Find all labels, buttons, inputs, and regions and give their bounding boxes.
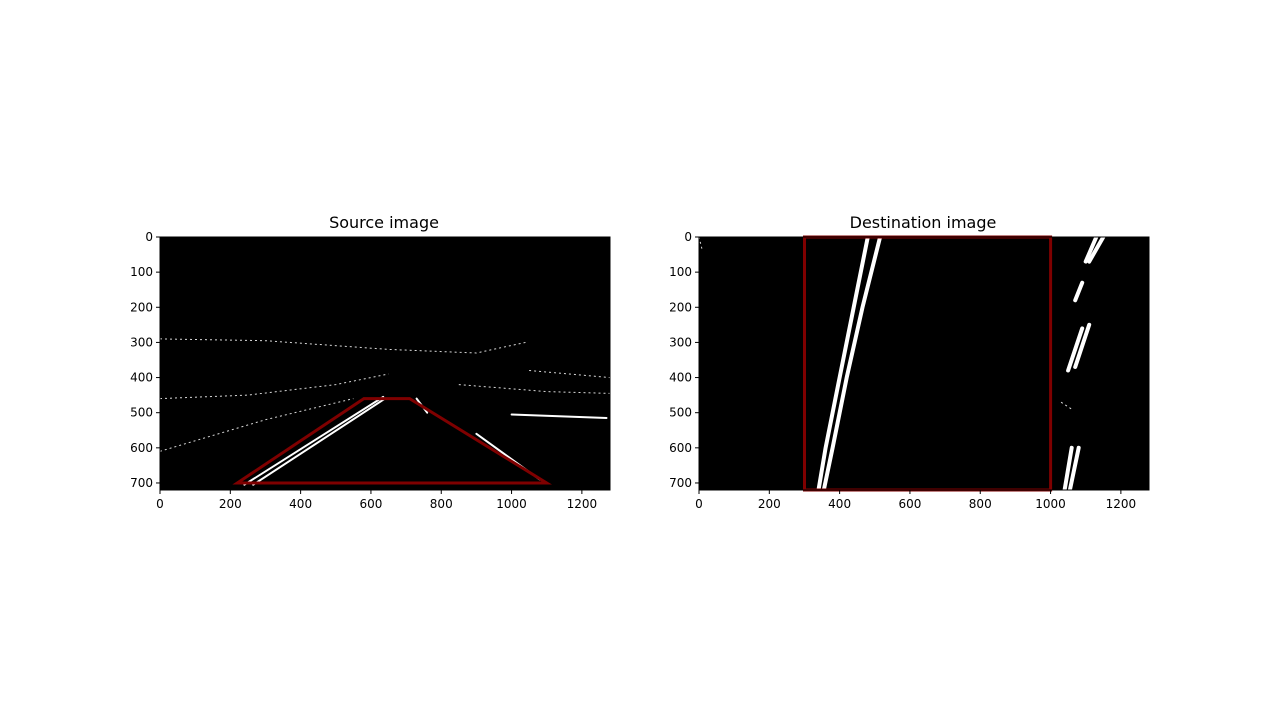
destination-y-tick-label: 300 [669,335,692,349]
destination-x-tick-label: 600 [898,497,921,511]
source-x-tick-label: 800 [430,497,453,511]
destination-edge-segment [1060,401,1072,410]
source-axes-frame [159,236,611,491]
source-y-tick-label: 0 [145,230,153,244]
destination-x-tick-label: 200 [758,497,781,511]
destination-x-tick-label: 0 [695,497,703,511]
destination-x-tick-label: 1000 [1035,497,1066,511]
destination-lane-line [816,235,870,492]
destination-y-tick-label: 600 [669,441,692,455]
source-image-area [160,237,610,490]
destination-y-tick-label: 700 [669,476,692,490]
source-x-tick-label: 1000 [496,497,527,511]
source-y-tick-label: 400 [130,371,153,385]
destination-lane-line [1066,326,1085,373]
source-y-tick-label: 300 [130,335,153,349]
destination-y-tick-label: 500 [669,406,692,420]
destination-lane-line [1087,235,1106,264]
source-edge-segment [529,370,611,379]
source-x-tick-label: 1200 [567,497,598,511]
destination-x-tick-label: 800 [969,497,992,511]
source-x-tick-label: 600 [359,497,382,511]
source-image-content [159,338,611,486]
source-ticks: 0 200 400 600 800 1000 1200 0 100 200 300 400 500 600… [130,230,597,511]
destination-lane-line [1073,322,1092,369]
destination-ticks: 0 200 400 600 800 1000 1200 0 100 200 300 400 500 600… [669,230,1136,511]
destination-image-area [699,237,1149,490]
source-title: Source image [329,213,439,232]
destination-title: Destination image [850,213,997,232]
destination-lane-line [1062,445,1074,492]
source-y-tick-label: 100 [130,265,153,279]
source-y-tick-label: 500 [130,406,153,420]
source-y-tick-label: 200 [130,300,153,314]
source-edge-segment [458,384,611,394]
destination-lane-line [821,235,883,492]
source-lane-line [510,413,608,419]
source-lane-line [243,395,385,486]
destination-lane-line [1067,445,1081,492]
source-x-tick-label: 400 [289,497,312,511]
destination-x-tick-label: 400 [828,497,851,511]
destination-y-tick-label: 400 [669,371,692,385]
source-roi-polygon [232,397,552,485]
source-y-tick-label: 600 [130,441,153,455]
source-edge-segment [159,338,526,354]
destination-lane-line [1083,235,1099,264]
source-y-tick-label: 700 [130,476,153,490]
destination-y-tick-label: 0 [684,230,692,244]
source-x-tick-label: 0 [156,497,164,511]
source-x-tick-label: 200 [219,497,242,511]
source-panel: Source image 0 200 400 600 800 1000 1200 0 100 20… [130,213,611,511]
destination-lane-line [1073,280,1085,303]
destination-x-tick-label: 1200 [1106,497,1137,511]
source-lane-line [252,397,386,486]
destination-y-tick-label: 200 [669,300,692,314]
source-edge-segment [159,398,354,452]
destination-panel: Destination image 0 200 400 600 800 1000 12000… [669,213,1150,511]
destination-axes-frame [698,236,1150,491]
destination-y-tick-label: 100 [669,265,692,279]
